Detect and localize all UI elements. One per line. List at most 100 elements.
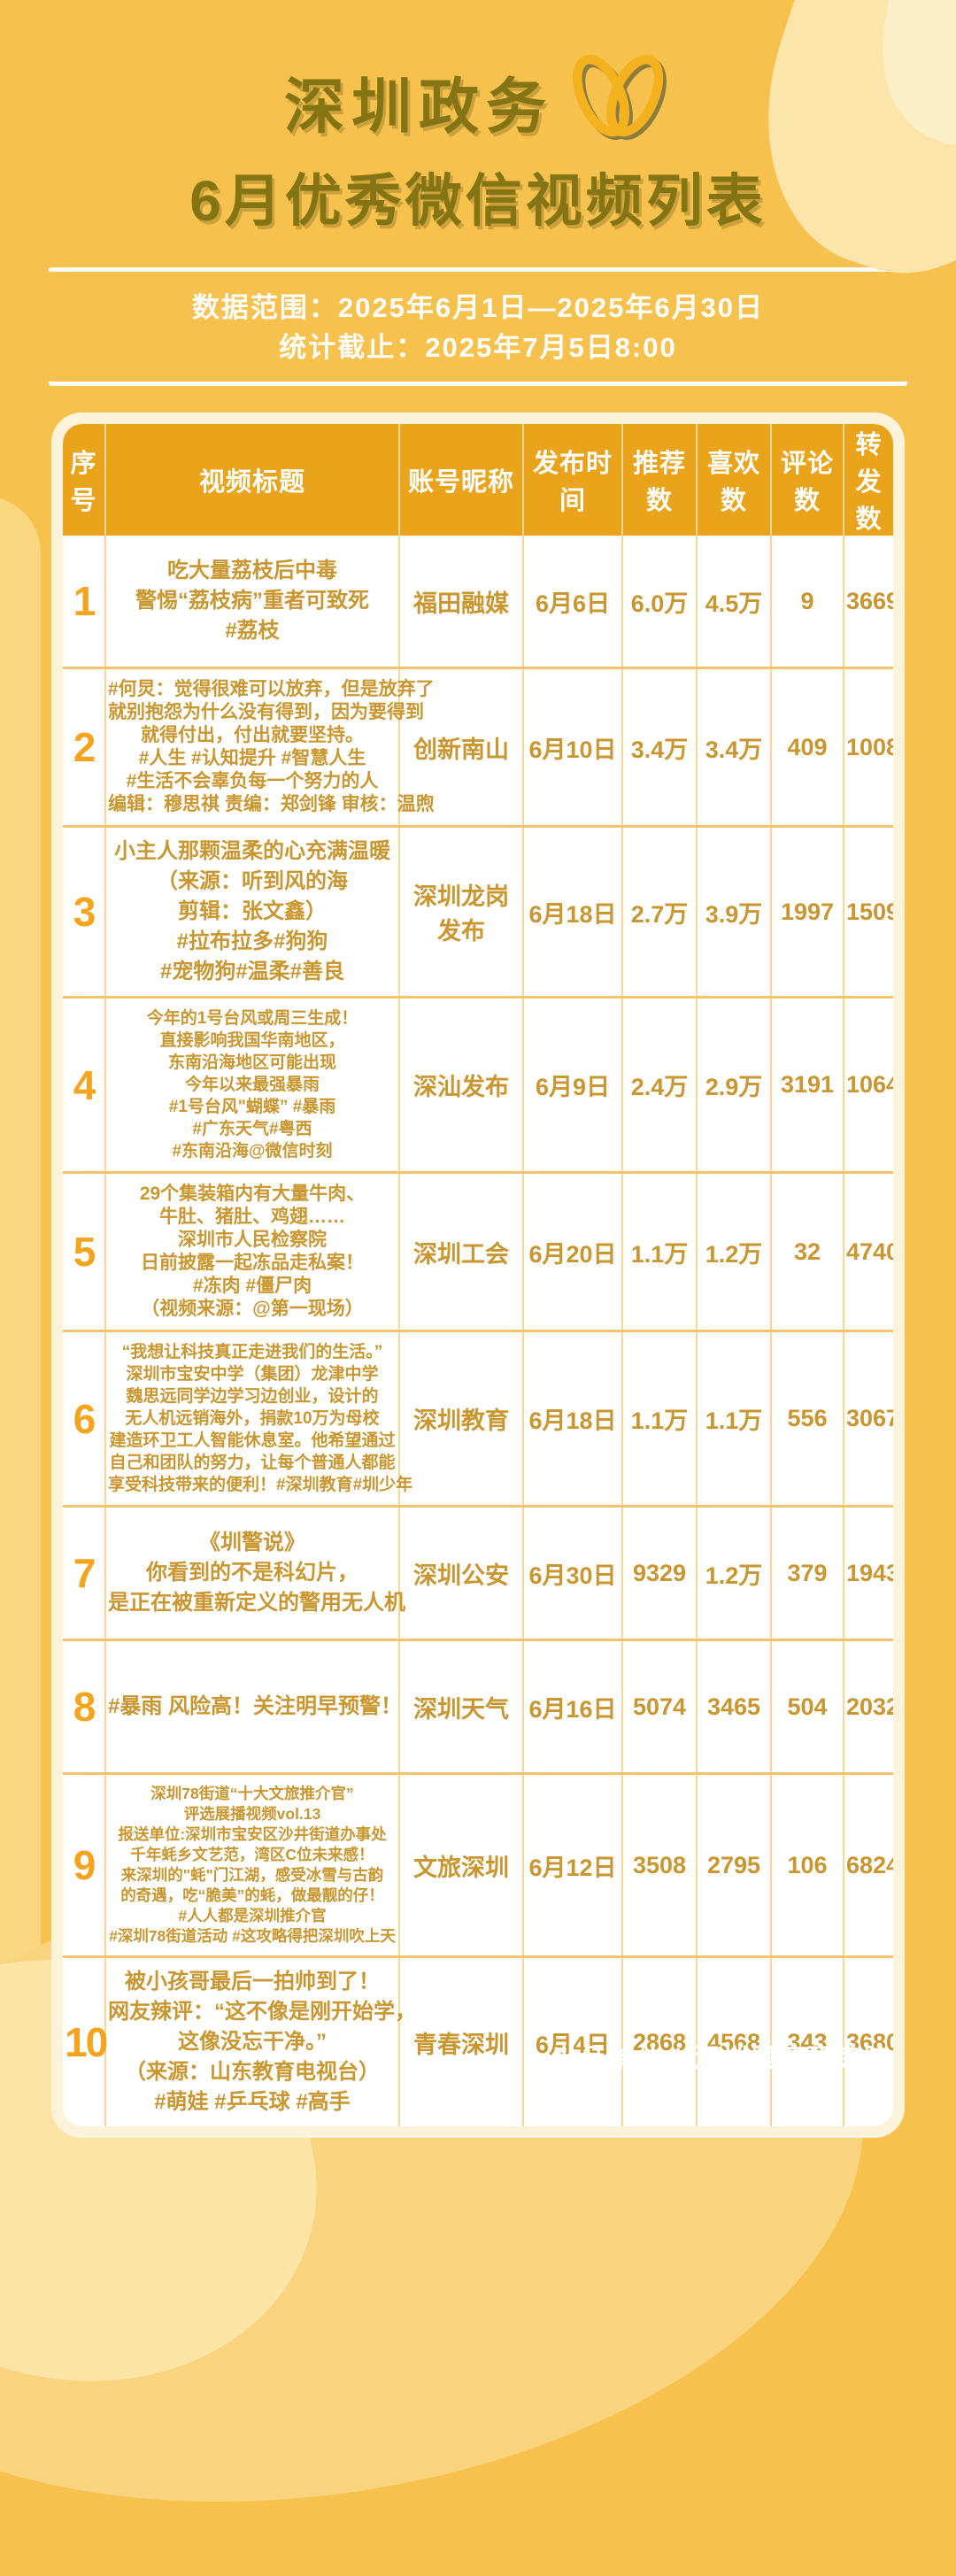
video-title: 小主人那颗温柔的心充满温暖 （来源：听到风的海 剪辑：张文鑫） #拉布拉多#狗狗 #宠物… <box>114 839 390 983</box>
title-cell: 29个集装箱内有大量牛肉、 牛肚、猪肚、鸡翅…… 深圳市人民检察院 日前披露一起冻品走… <box>104 1171 399 1331</box>
decor-blob-left-strip <box>0 496 41 2001</box>
rank-number: 8 <box>73 1684 96 1730</box>
share-count: 106449 <box>843 996 893 1173</box>
page-title-line1: 深圳政务 <box>283 73 553 141</box>
rank-cell: 1 <box>63 536 105 668</box>
share-count: 3680 <box>843 1955 893 2126</box>
rank-cell: 6 <box>63 1330 105 1507</box>
rank-number: 7 <box>73 1550 96 1596</box>
publish-date: 6月9日 <box>522 996 622 1173</box>
rank-cell: 9 <box>63 1772 105 1957</box>
video-table-wrap: 序号 视频标题 账号昵称 发布时间 推荐数 喜欢数 评论数 转发数 1 吃大量荔… <box>63 424 893 2126</box>
recommend-count: 2.7万 <box>621 825 697 998</box>
rank-number: 4 <box>73 1061 96 1108</box>
account-name: 福田融媒 <box>398 536 523 668</box>
col-header-comments: 评论数 <box>770 424 844 536</box>
col-header-title: 视频标题 <box>104 424 399 536</box>
wechat-channels-icon <box>573 54 667 141</box>
col-header-account: 账号昵称 <box>398 424 523 536</box>
video-title: 深圳78街道“十大文旅推介官” 评选展播视频vol.13 报送单位:深圳市宝安区沙井… <box>109 1785 396 1945</box>
title-cell: 深圳78街道“十大文旅推介官” 评选展播视频vol.13 报送单位:深圳市宝安区沙井… <box>104 1772 399 1957</box>
video-title: #何炅：觉得很难可以放弃，但是放弃了 就别抱怨为什么没有得到，因为要得到 就得付出，… <box>108 679 435 814</box>
video-title: 被小孩哥最后一拍帅到了！ 网友辣评：“这不像是刚开始学， 这像没忘干净。” （来源：山… <box>108 1970 416 2114</box>
account-name: 深圳龙岗发布 <box>398 825 523 998</box>
recommend-count: 9329 <box>621 1505 697 1640</box>
rank-cell: 5 <box>63 1171 105 1331</box>
col-header-date: 发布时间 <box>522 424 622 536</box>
share-count: 100848 <box>843 667 893 827</box>
account-name: 创新南山 <box>398 667 523 827</box>
comment-count: 379 <box>770 1505 844 1640</box>
table-row: 9 深圳78街道“十大文旅推介官” 评选展播视频vol.13 报送单位:深圳市宝安区… <box>63 1772 893 1957</box>
rank-cell: 2 <box>63 667 105 827</box>
comment-count: 409 <box>770 667 844 827</box>
rank-number: 1 <box>73 578 96 624</box>
share-count: 19436 <box>843 1505 893 1640</box>
page-title-line2: 6月优秀微信视频列表 <box>189 169 767 233</box>
rank-number: 9 <box>73 1842 96 1888</box>
video-title: 29个集装箱内有大量牛肉、 牛肚、猪肚、鸡翅…… 深圳市人民检察院 日前披露一起冻品走… <box>139 1184 366 1319</box>
table-body: 1 吃大量荔枝后中毒 警惕“荔枝病”重者可致死 #荔枝 福田融媒 6月6日 6.0万… <box>63 536 893 2126</box>
account-name: 深圳公安 <box>398 1505 523 1640</box>
like-count: 4568 <box>696 1955 771 2126</box>
title-cell: 《圳警说》 你看到的不是科幻片， 是正在被重新定义的警用无人机 <box>104 1505 405 1640</box>
like-count: 2795 <box>696 1772 771 1957</box>
video-title: 今年的1号台风或周三生成！ 直接影响我国华南地区， 东南沿海地区可能出现 今年以来最强… <box>146 1009 358 1161</box>
like-count: 1.2万 <box>696 1505 771 1640</box>
comment-count: 106 <box>770 1772 844 1957</box>
account-name: 深圳天气 <box>398 1639 523 1774</box>
rank-cell: 4 <box>63 996 105 1173</box>
comment-count: 1997 <box>770 825 844 998</box>
account-name: 深圳教育 <box>398 1330 523 1507</box>
comment-count: 3191 <box>770 996 844 1173</box>
rank-number: 3 <box>73 889 96 935</box>
recommend-count: 6.0万 <box>621 536 697 668</box>
publish-date: 6月16日 <box>522 1639 622 1774</box>
meta-band: 数据范围：2025年6月1日—2025年6月30日 统计截止：2025年7月5日… <box>49 267 907 386</box>
recommend-count: 3508 <box>621 1772 697 1957</box>
account-name: 深圳工会 <box>398 1171 523 1331</box>
share-count: 20323 <box>843 1639 893 1774</box>
col-header-rank: 序号 <box>63 424 105 536</box>
table-row: 5 29个集装箱内有大量牛肉、 牛肚、猪肚、鸡翅…… 深圳市人民检察院 日前披露一起冻… <box>63 1171 893 1331</box>
publish-date: 6月30日 <box>522 1505 622 1640</box>
publish-date: 6月20日 <box>522 1171 622 1331</box>
rank-cell: 8 <box>63 1639 105 1774</box>
table-row: 2 #何炅：觉得很难可以放弃，但是放弃了 就别抱怨为什么没有得到，因为要得到 就得付… <box>63 667 893 827</box>
producer-credit: 出品单位 | 深圳舆情研究院 <box>551 2045 892 2073</box>
like-count: 3465 <box>696 1639 771 1774</box>
video-title: 吃大量荔枝后中毒 警惕“荔枝病”重者可致死 #荔枝 <box>135 559 369 643</box>
publish-date: 6月6日 <box>522 536 622 668</box>
video-table: 序号 视频标题 账号昵称 发布时间 推荐数 喜欢数 评论数 转发数 1 吃大量荔… <box>63 424 893 2126</box>
like-count: 3.9万 <box>696 825 771 998</box>
rank-number: 2 <box>73 724 96 770</box>
page-header: 深圳政务 6月优秀微信视频列表 <box>0 0 956 237</box>
recommend-count: 5074 <box>621 1639 697 1774</box>
publish-date: 6月18日 <box>522 1330 622 1507</box>
title-cell: #何炅：觉得很难可以放弃，但是放弃了 就别抱怨为什么没有得到，因为要得到 就得付出，… <box>104 667 435 827</box>
table-card: 序号 视频标题 账号昵称 发布时间 推荐数 喜欢数 评论数 转发数 1 吃大量荔… <box>51 413 905 2138</box>
title-cell: 今年的1号台风或周三生成！ 直接影响我国华南地区， 东南沿海地区可能出现 今年以来最强… <box>104 996 399 1173</box>
like-count: 2.9万 <box>696 996 771 1173</box>
col-header-shares: 转发数 <box>843 424 893 536</box>
recommend-count: 3.4万 <box>621 667 697 827</box>
recommend-count: 1.1万 <box>621 1171 697 1331</box>
table-row: 4 今年的1号台风或周三生成！ 直接影响我国华南地区， 东南沿海地区可能出现 今年以来… <box>63 996 893 1173</box>
account-name: 青春深圳 <box>398 1955 523 2126</box>
comment-count: 504 <box>770 1639 844 1774</box>
col-header-recommends: 推荐数 <box>621 424 697 536</box>
video-title: 《圳警说》 你看到的不是科幻片， 是正在被重新定义的警用无人机 <box>108 1531 405 1615</box>
account-name: 深汕发布 <box>398 996 523 1173</box>
title-cell: 吃大量荔枝后中毒 警惕“荔枝病”重者可致死 #荔枝 <box>104 536 399 668</box>
table-row: 8 #暴雨 风险高！关注明早预警！ 深圳天气 6月16日 5074 3465 5… <box>63 1639 893 1774</box>
publish-date: 6月18日 <box>522 825 622 998</box>
col-header-likes: 喜欢数 <box>696 424 771 536</box>
share-count: 30676 <box>843 1330 893 1507</box>
table-header-row: 序号 视频标题 账号昵称 发布时间 推荐数 喜欢数 评论数 转发数 <box>63 424 893 536</box>
share-count: 1509 <box>843 825 893 998</box>
recommend-count: 1.1万 <box>621 1330 697 1507</box>
video-title: “我想让科技真正走进我们的生活。” 深圳市宝安中学（集团）龙津中学 魏思远同学边学习… <box>108 1343 413 1494</box>
comment-count: 9 <box>770 536 844 668</box>
like-count: 4.5万 <box>696 536 771 668</box>
